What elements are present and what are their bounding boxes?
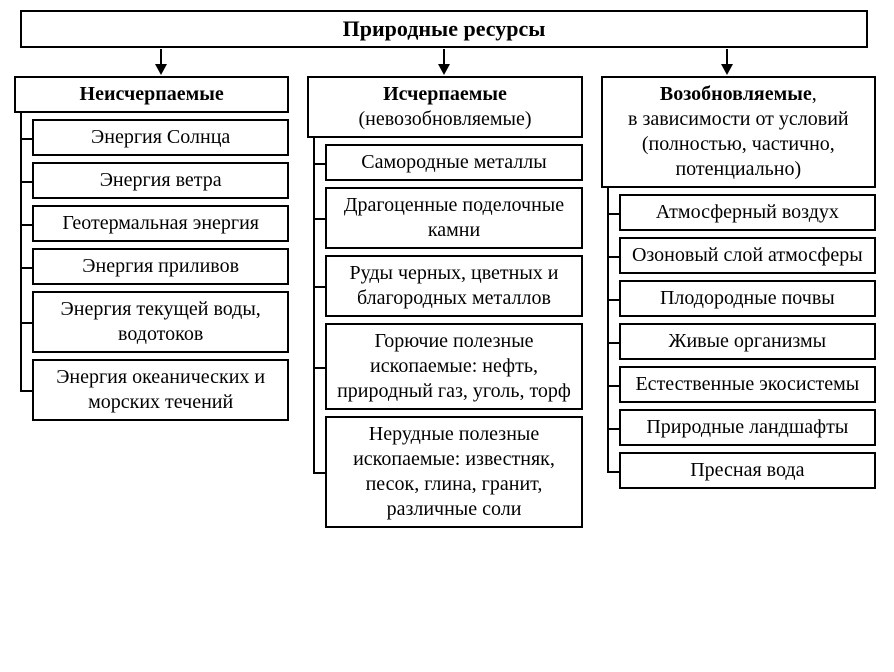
item-box: Пресная вода <box>619 452 876 489</box>
tree-item-row: Нерудные полезные ископаемые: известняк,… <box>307 416 582 528</box>
tree-item-row: Живые организмы <box>601 323 876 360</box>
tree-item-row: Драгоценные поделочные камни <box>307 187 582 249</box>
column-renewable: Возобновляемые, в зависимости от условий… <box>601 76 876 495</box>
tree-connector <box>14 248 32 285</box>
tree-item-row: Природные ландшафты <box>601 409 876 446</box>
tree-connector <box>14 359 32 421</box>
category-title: Исчерпаемые <box>383 83 507 105</box>
item-box: Природные ландшафты <box>619 409 876 446</box>
item-box: Геотермальная энергия <box>32 205 289 242</box>
tree-item-row: Плодородные почвы <box>601 280 876 317</box>
category-header: Возобновляемые, в зависимости от условий… <box>601 76 876 188</box>
arrow-down-icon <box>151 49 171 75</box>
category-subtitle: в зависимости от условий (полностью, час… <box>628 108 849 180</box>
item-box: Энергия приливов <box>32 248 289 285</box>
arrow-down-icon <box>717 49 737 75</box>
tree-item-row: Самородные металлы <box>307 144 582 181</box>
column-exhaustible: Исчерпаемые (невозобновляемые) Самородны… <box>307 76 582 534</box>
tree-connector <box>307 255 325 317</box>
tree-connector <box>601 323 619 360</box>
tree-item-row: Атмосферный воздух <box>601 194 876 231</box>
item-box: Самородные металлы <box>325 144 582 181</box>
item-box: Нерудные полезные ископаемые: известняк,… <box>325 416 582 528</box>
tree-item-row: Руды черных, цветных и благородных метал… <box>307 255 582 317</box>
item-box: Энергия Солнца <box>32 119 289 156</box>
tree-connector <box>601 409 619 446</box>
item-box: Драгоценные поделочные камни <box>325 187 582 249</box>
category-header: Неисчерпаемые <box>14 76 289 113</box>
tree-item-row: Энергия ветра <box>14 162 289 199</box>
tree-item-row: Геотермальная энергия <box>14 205 289 242</box>
tree-connector <box>601 366 619 403</box>
category-subtitle: (невозобновляемые) <box>358 108 531 130</box>
category-header: Исчерпаемые (невозобновляемые) <box>307 76 582 138</box>
tree-connector <box>14 291 32 353</box>
tree-item-row: Пресная вода <box>601 452 876 489</box>
tree-connector <box>14 162 32 199</box>
item-box: Руды черных, цветных и благородных метал… <box>325 255 582 317</box>
item-box: Живые организмы <box>619 323 876 360</box>
tree-item-row: Горючие полезные ископаемые: нефть, прир… <box>307 323 582 410</box>
category-title-suffix: , <box>812 83 817 105</box>
tree-item-row: Естественные экосистемы <box>601 366 876 403</box>
item-box: Энергия океанических и морских течений <box>32 359 289 421</box>
tree-connector <box>601 452 619 489</box>
tree-connector <box>14 205 32 242</box>
item-box: Плодородные почвы <box>619 280 876 317</box>
column-inexhaustible: Неисчерпаемые Энергия Солнца Энергия вет… <box>14 76 289 427</box>
tree-connector <box>307 323 325 410</box>
root-category-box: Природные ресурсы <box>20 10 868 48</box>
tree-connector <box>601 237 619 274</box>
item-box: Горючие полезные ископаемые: нефть, прир… <box>325 323 582 410</box>
tree-item-row: Энергия текущей воды, водотоков <box>14 291 289 353</box>
category-title: Возобновляемые <box>660 83 812 105</box>
category-title: Неисчерпаемые <box>80 83 224 105</box>
root-title: Природные ресурсы <box>343 16 546 41</box>
tree-connector <box>307 416 325 528</box>
tree-connector <box>601 280 619 317</box>
arrow-down-icon <box>434 49 454 75</box>
item-box: Энергия ветра <box>32 162 289 199</box>
arrow-row <box>20 48 868 76</box>
item-box: Энергия текущей воды, водотоков <box>32 291 289 353</box>
tree-item-row: Озоновый слой атмосферы <box>601 237 876 274</box>
item-box: Атмосферный воздух <box>619 194 876 231</box>
item-box: Озоновый слой атмосферы <box>619 237 876 274</box>
tree-item-row: Энергия океанических и морских течений <box>14 359 289 421</box>
item-box: Естественные экосистемы <box>619 366 876 403</box>
tree-connector <box>601 194 619 231</box>
tree-connector <box>307 144 325 181</box>
tree-connector <box>14 119 32 156</box>
columns-container: Неисчерпаемые Энергия Солнца Энергия вет… <box>14 76 876 534</box>
tree-item-row: Энергия приливов <box>14 248 289 285</box>
tree-connector <box>307 187 325 249</box>
tree-item-row: Энергия Солнца <box>14 119 289 156</box>
